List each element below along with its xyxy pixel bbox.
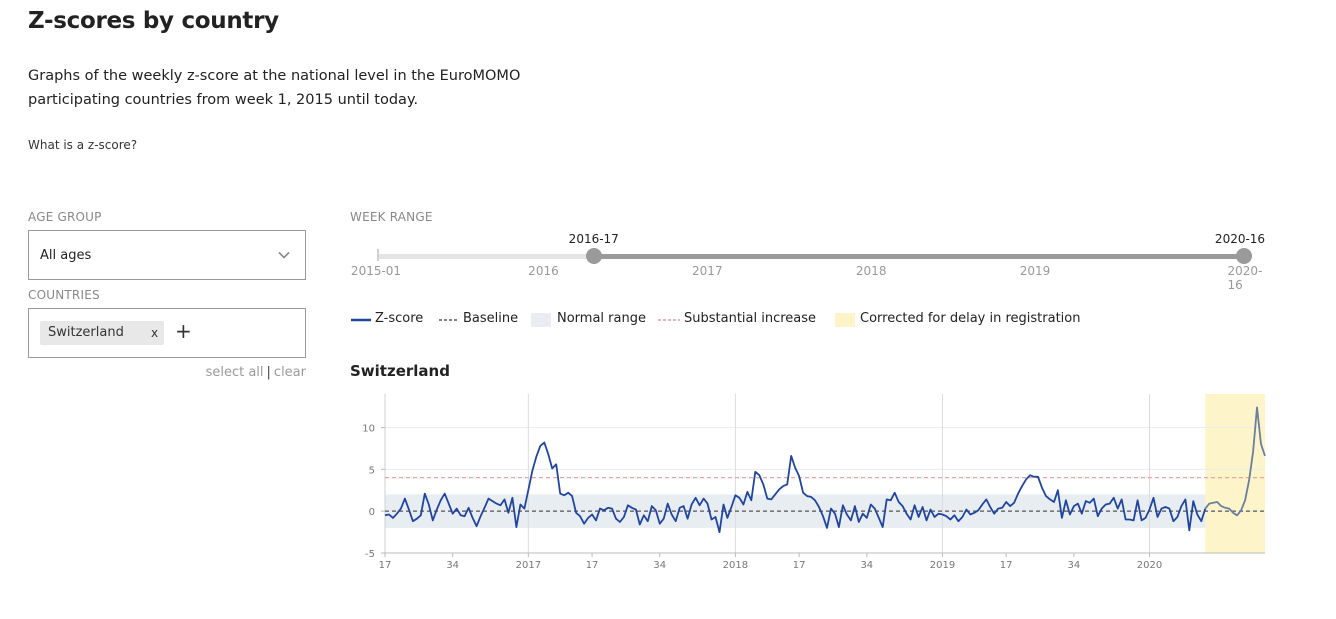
legend-corrected: Corrected for delay in registration xyxy=(860,311,1081,326)
legend-normal-range: Normal range xyxy=(557,311,646,326)
slider-year-label: 2017 xyxy=(692,264,723,278)
slider-start-value: 2016-17 xyxy=(568,232,619,246)
countries-select[interactable]: Switzerland x + xyxy=(28,308,306,358)
legend-baseline-swatch xyxy=(439,319,459,321)
x-tick-label: 2020 xyxy=(1137,560,1162,571)
legend-corrected-swatch xyxy=(835,313,855,327)
chart-title: Switzerland xyxy=(350,362,450,380)
legend-normal-range-swatch xyxy=(531,313,551,327)
legend-substantial-increase: Substantial increase xyxy=(684,311,817,326)
legend-substantial-swatch xyxy=(658,319,680,321)
country-chip-label: Switzerland xyxy=(48,325,124,340)
zscore-chart: 10 5 0 -5 17 34 2017 17 34 2018 17 34 2019 17 34 2020 xyxy=(362,394,1266,571)
x-tick-label: 17 xyxy=(793,560,806,571)
age-group-value: All ages xyxy=(40,248,92,263)
remove-country-icon[interactable]: x xyxy=(151,326,159,340)
clear-link[interactable]: clear xyxy=(273,365,306,380)
what-is-zscore-link[interactable]: What is a z-score? xyxy=(28,138,138,152)
slider-end-value: 2020-16 xyxy=(1214,232,1266,246)
x-tick-label: 2019 xyxy=(930,560,955,571)
slider-year-label: 2018 xyxy=(855,264,887,278)
age-group-label: AGE GROUP xyxy=(28,210,102,224)
selection-links: select all | clear xyxy=(206,365,306,380)
x-tick-label: 34 xyxy=(860,560,873,571)
select-all-link[interactable]: select all xyxy=(205,365,264,380)
country-chip: Switzerland x xyxy=(40,321,164,345)
slider-start-handle[interactable] xyxy=(585,248,602,264)
add-country-icon[interactable]: + xyxy=(175,319,192,343)
slider-year-label: 2019 xyxy=(1019,264,1051,278)
x-tick-label: 34 xyxy=(1068,560,1081,571)
slider-max-label: 2020-16 xyxy=(1227,264,1263,292)
zscore-corrected-line xyxy=(1204,406,1266,517)
chevron-down-icon xyxy=(278,251,290,259)
page-title: Z-scores by country xyxy=(28,8,279,34)
y-tick-label: 0 xyxy=(369,507,375,518)
legend-zscore-swatch xyxy=(351,318,371,322)
countries-label: COUNTRIES xyxy=(28,288,100,302)
x-tick-label: 17 xyxy=(379,560,392,571)
y-tick-label: -5 xyxy=(365,549,375,560)
x-tick-label: 2018 xyxy=(723,560,748,571)
y-tick-label: 10 xyxy=(362,423,375,434)
slider-start-tick xyxy=(377,249,379,261)
page-intro: Graphs of the weekly z-score at the nati… xyxy=(28,68,521,108)
slider-selected-range xyxy=(593,254,1244,259)
x-tick-label: 17 xyxy=(1000,560,1013,571)
x-tick-label: 17 xyxy=(586,560,599,571)
legend-zscore: Z-score xyxy=(375,311,424,326)
zscore-series-line xyxy=(384,441,1207,533)
age-group-select[interactable]: All ages xyxy=(28,230,306,280)
selection-separator: | xyxy=(266,365,271,380)
x-tick-label: 34 xyxy=(653,560,666,571)
slider-year-label: 2016 xyxy=(528,264,559,278)
legend-baseline: Baseline xyxy=(463,311,519,326)
y-tick-label: 5 xyxy=(369,465,375,476)
x-tick-label: 2017 xyxy=(516,560,541,571)
slider-min-label: 2015-01 xyxy=(350,264,402,278)
week-range-slider[interactable]: 2016-17 2020-16 2015-01 2020-16 2016 2017… xyxy=(350,228,1280,292)
x-tick-label: 34 xyxy=(446,560,459,571)
week-range-label: WEEK RANGE xyxy=(350,210,433,224)
slider-end-handle[interactable] xyxy=(1236,248,1252,264)
